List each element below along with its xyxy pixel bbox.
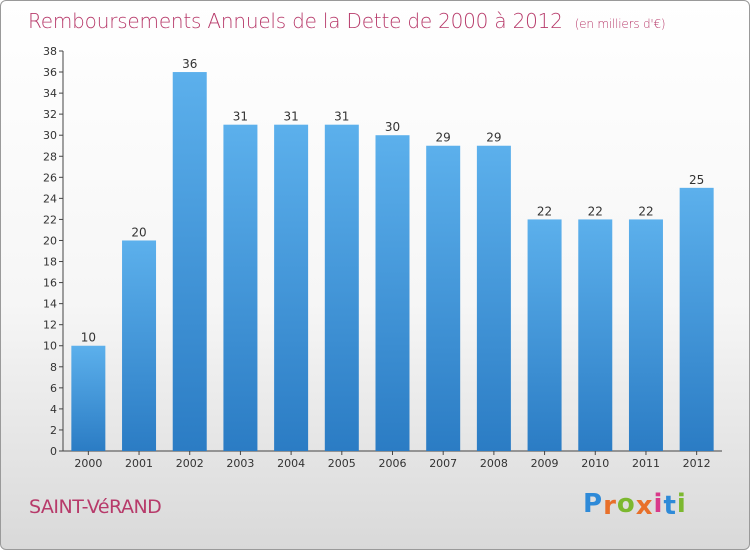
bar-value-label: 22 (588, 204, 603, 218)
bar (426, 145, 461, 451)
bar-value-label: 25 (689, 173, 704, 187)
x-tick-label: 2011 (632, 457, 660, 470)
x-tick-label: 2001 (125, 457, 153, 470)
bar-value-label: 31 (233, 110, 248, 124)
y-tick-label: 36 (43, 66, 57, 79)
proxiti-logo: Proxiti (583, 489, 687, 521)
y-tick-label: 8 (50, 361, 57, 374)
y-tick-label: 14 (43, 298, 57, 311)
bar-value-label: 20 (131, 225, 146, 239)
bar-value-label: 10 (81, 331, 96, 345)
y-tick-label: 30 (43, 129, 57, 142)
bar (223, 124, 258, 452)
bar (628, 219, 663, 451)
y-tick-label: 10 (43, 340, 57, 353)
logo-letter: r (603, 491, 617, 521)
bar (274, 124, 309, 452)
bar-value-label: 31 (283, 110, 298, 124)
y-tick-label: 22 (43, 213, 57, 226)
x-tick-label: 2003 (226, 457, 254, 470)
bar-value-label: 29 (486, 131, 501, 145)
x-tick-label: 2010 (581, 457, 609, 470)
bar-value-label: 22 (537, 204, 552, 218)
y-tick-label: 20 (43, 234, 57, 247)
y-tick-label: 26 (43, 171, 57, 184)
bar-value-label: 30 (385, 120, 400, 134)
bar (527, 219, 562, 451)
x-tick-label: 2004 (277, 457, 305, 470)
x-tick-label: 2007 (429, 457, 457, 470)
y-tick-label: 32 (43, 108, 57, 121)
x-tick-label: 2012 (683, 457, 711, 470)
bar (172, 72, 207, 451)
bar-value-label: 29 (436, 131, 451, 145)
bar (476, 145, 511, 451)
x-tick-label: 2008 (480, 457, 508, 470)
logo-letter: P (583, 489, 604, 519)
bar (122, 240, 157, 451)
logo-letter: i (653, 489, 664, 519)
bar-value-label: 36 (182, 57, 197, 71)
x-tick-label: 2000 (74, 457, 102, 470)
place-name: SAINT-VéRAND (29, 496, 162, 518)
x-tick-label: 2006 (379, 457, 407, 470)
bar (375, 135, 410, 452)
y-tick-label: 2 (50, 424, 57, 437)
y-tick-label: 16 (43, 277, 57, 290)
y-tick-label: 34 (43, 87, 57, 100)
bar (679, 187, 714, 451)
chart-title: Remboursements Annuels de la Dette de 20… (28, 9, 666, 33)
chart-unit-note: (en milliers d'€) (574, 17, 666, 31)
chart-bars (71, 72, 714, 452)
y-tick-label: 24 (43, 192, 57, 205)
logo-letter: x (635, 491, 654, 521)
y-tick-label: 4 (50, 403, 57, 416)
y-tick-label: 38 (43, 45, 57, 58)
y-tick-label: 18 (43, 256, 57, 269)
chart-title-text: Remboursements Annuels de la Dette de 20… (28, 9, 563, 33)
chart-labels: 10 2000 20 2001 36 2002 31 2003 31 2004 31 2005 30 20… (74, 57, 710, 470)
bar (578, 219, 613, 451)
x-tick-label: 2005 (328, 457, 356, 470)
x-tick-label: 2009 (531, 457, 559, 470)
y-tick-label: 6 (50, 382, 57, 395)
logo-letter: o (616, 489, 636, 519)
y-tick-label: 28 (43, 150, 57, 163)
y-tick-label: 12 (43, 319, 57, 332)
bar-value-label: 31 (334, 110, 349, 124)
logo-letter: t (663, 491, 677, 521)
logo-letter: i (676, 489, 687, 519)
bar-value-label: 22 (638, 204, 653, 218)
y-tick-label: 0 (50, 445, 57, 458)
bar (71, 345, 106, 451)
bar (324, 124, 359, 452)
x-tick-label: 2002 (176, 457, 204, 470)
